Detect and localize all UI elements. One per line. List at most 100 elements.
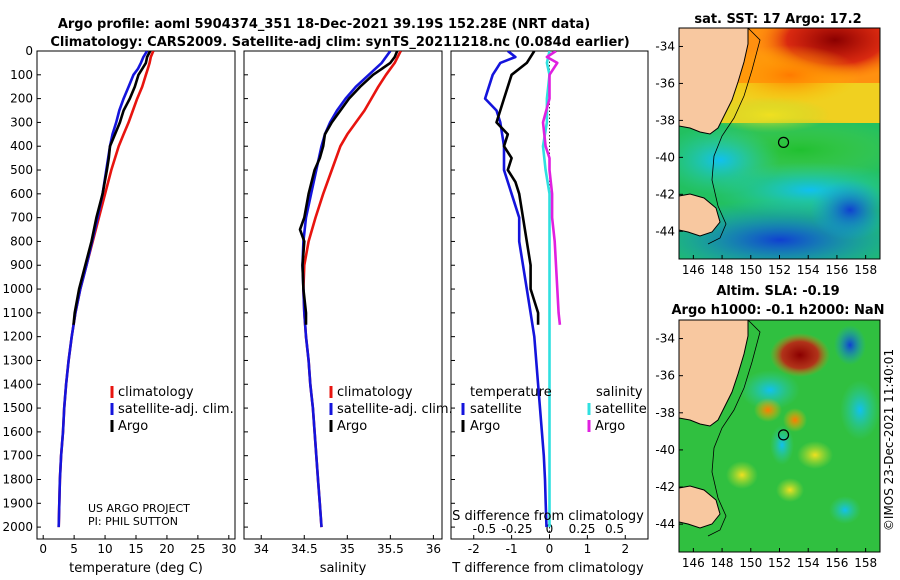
salinity-climatology-profile <box>302 51 402 528</box>
depth-tick-label: 1200 <box>2 330 33 344</box>
temperature-argo-difference <box>495 51 540 325</box>
lon-tick-label: 154 <box>797 556 820 570</box>
x-tick-label: 0 <box>546 542 554 556</box>
x-tick-label: 35 <box>340 542 355 556</box>
legend-label-argo: Argo <box>118 419 148 434</box>
salinity-argo-difference <box>541 51 562 325</box>
depth-tick-label: 1500 <box>2 401 33 415</box>
sst-map-axes: 146 148 150 152 154 156 158 -34 -36 -38 -40 -42 -44 <box>655 39 877 277</box>
temperature-legend: climatology satellite-adj. clim. Argo <box>110 385 234 434</box>
lon-tick-label: 156 <box>825 556 848 570</box>
depth-tick-label: 1800 <box>2 472 33 486</box>
legend-label-climatology: climatology <box>337 385 413 400</box>
x-tick-label: 34 <box>254 542 269 556</box>
temperature-satellite-adj-profile <box>57 51 149 528</box>
lon-tick-label: 156 <box>825 263 848 277</box>
figure-title-line2: Climatology: CARS2009. Satellite-adj cli… <box>50 35 629 50</box>
x-tick-label: 0 <box>39 542 47 556</box>
legend-label-argo: Argo <box>337 419 367 434</box>
lat-tick-label: -40 <box>655 443 675 457</box>
salinity-satellite-difference <box>541 51 551 528</box>
legend-label-satellite: satellite-adj. clim. <box>337 402 453 417</box>
x-tick-label: 2 <box>621 542 629 556</box>
depth-tick-label: 400 <box>10 139 33 153</box>
legend-label-satellite: satellite-adj. clim. <box>118 402 234 417</box>
depth-axis: 0 100 200 300 400 500 600 700 800 900 1000 1100 1200… <box>2 44 455 534</box>
legend-label-climatology: climatology <box>118 385 194 400</box>
x-tick-label: 0.25 <box>569 522 596 536</box>
x-tick-label: -1 <box>506 542 518 556</box>
x-tick-label: 25 <box>190 542 205 556</box>
x-tick-label: 0.5 <box>605 522 624 536</box>
project-note: US ARGO PROJECT <box>88 502 190 515</box>
depth-tick-label: 1000 <box>2 282 33 296</box>
salinity-profiles <box>298 51 402 528</box>
sla-map-title2: Argo h1000: -0.1 h2000: NaN <box>671 303 884 318</box>
land-tasmania <box>679 193 721 237</box>
depth-tick-label: 900 <box>10 258 33 272</box>
lon-tick-label: 152 <box>768 263 791 277</box>
lat-tick-label: -44 <box>655 517 675 531</box>
lon-tick-label: 158 <box>854 263 877 277</box>
x-tick-label: 20 <box>159 542 174 556</box>
legend-label-t-argo: Argo <box>470 419 500 434</box>
t-difference-axis-label: T difference from climatology <box>451 561 644 576</box>
depth-tick-label: 1300 <box>2 353 33 367</box>
difference-legend: temperature satellite Argo salinity sate… <box>461 385 647 434</box>
lat-tick-label: -40 <box>655 150 675 164</box>
depth-tick-label: 100 <box>10 68 33 82</box>
land-mainland <box>679 28 749 135</box>
x-tick-label: -0.25 <box>501 522 532 536</box>
x-tick-label: 30 <box>221 542 236 556</box>
depth-tick-label: 200 <box>10 92 33 106</box>
sla-map-title1: Altim. SLA: -0.19 <box>716 284 839 299</box>
s-difference-axis-label: S difference from climatology <box>452 509 644 524</box>
temperature-climatology-profile <box>57 51 155 528</box>
lat-tick-label: -44 <box>655 224 675 238</box>
lon-tick-label: 152 <box>768 556 791 570</box>
lat-tick-label: -34 <box>655 332 675 346</box>
sla-map <box>679 320 880 552</box>
x-tick-label: 34.5 <box>291 542 318 556</box>
salinity-legend: climatology satellite-adj. clim. Argo <box>329 385 453 434</box>
sst-map <box>679 28 880 259</box>
land-tasmania <box>679 485 721 529</box>
s-difference-x-axis: -0.5 -0.25 0 0.25 0.5 <box>473 522 624 536</box>
lon-tick-label: 146 <box>682 263 705 277</box>
depth-tick-label: 1400 <box>2 377 33 391</box>
x-tick-label: 35.5 <box>377 542 404 556</box>
lon-tick-label: 154 <box>797 263 820 277</box>
x-tick-label: 15 <box>128 542 143 556</box>
lat-tick-label: -36 <box>655 369 675 383</box>
lon-tick-label: 150 <box>739 556 762 570</box>
depth-tick-label: 1600 <box>2 425 33 439</box>
x-tick-label: 5 <box>70 542 78 556</box>
float-position-marker <box>777 136 790 148</box>
lat-tick-label: -42 <box>655 187 675 201</box>
depth-tick-label: 1700 <box>2 449 33 463</box>
depth-tick-label: 700 <box>10 211 33 225</box>
salinity-x-axis: 34 34.5 35 35.5 36 <box>254 535 441 556</box>
x-tick-label: -0.5 <box>473 522 496 536</box>
temperature-satellite-difference <box>483 51 548 528</box>
x-tick-label: -2 <box>468 542 480 556</box>
depth-tick-label: 0 <box>25 44 33 58</box>
sla-map-axes: 146 148 150 152 154 156 158 -34 -36 -38 -40 -42 -44 <box>655 332 877 570</box>
x-tick-label: 0 <box>546 522 554 536</box>
salinity-satellite-adj-profile <box>301 51 392 528</box>
depth-tick-label: 1900 <box>2 496 33 510</box>
legend-label-s-argo: Argo <box>595 419 625 434</box>
difference-profiles <box>483 51 562 528</box>
t-difference-x-axis: -2 -1 0 1 2 <box>468 535 629 556</box>
legend-salinity-heading: salinity <box>596 385 643 400</box>
x-tick-label: 36 <box>426 542 441 556</box>
lon-tick-label: 146 <box>682 556 705 570</box>
float-position-marker <box>777 429 790 441</box>
lat-tick-label: -34 <box>655 39 675 53</box>
lon-tick-label: 148 <box>711 263 734 277</box>
lon-tick-label: 158 <box>854 556 877 570</box>
salinity-panel-frame <box>243 50 443 540</box>
lat-tick-label: -36 <box>655 76 675 90</box>
temperature-argo-profile <box>72 51 152 325</box>
